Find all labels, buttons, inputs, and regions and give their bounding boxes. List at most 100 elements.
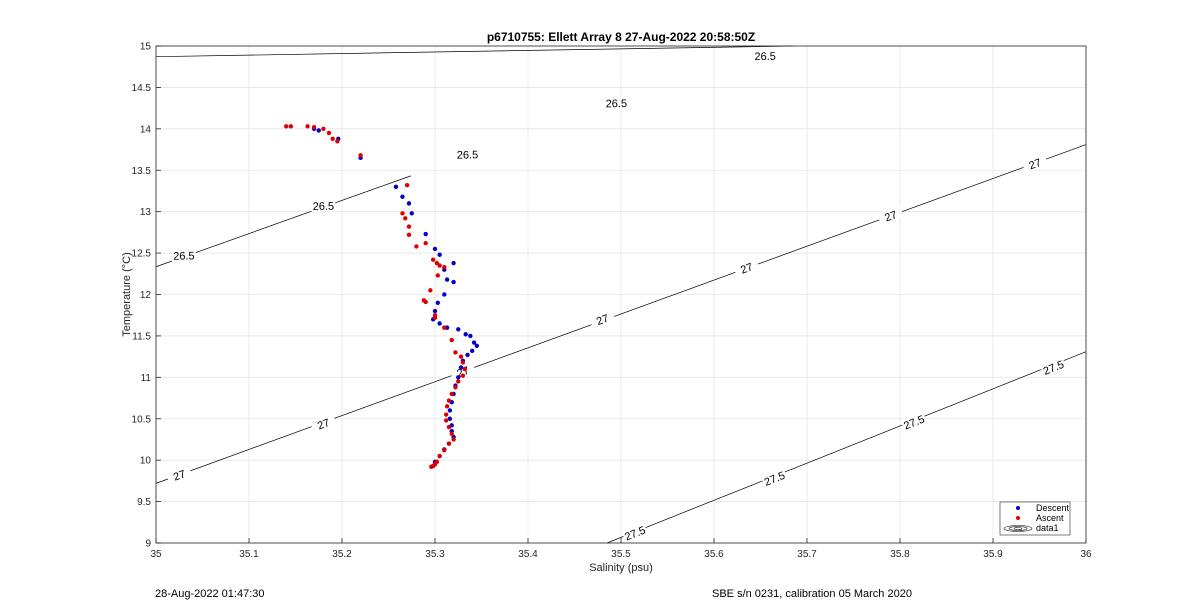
- ascent-point: [449, 337, 454, 343]
- ascent-point: [432, 315, 438, 320]
- descent-point: [447, 416, 453, 421]
- legend-descent-marker: [1016, 506, 1020, 510]
- ascent-point: [288, 124, 294, 129]
- ascent-point: [435, 273, 440, 278]
- descent-point: [423, 231, 428, 237]
- y-tick-label: 13: [140, 207, 152, 218]
- y-tick-label: 11.5: [132, 331, 151, 342]
- descent-point: [465, 352, 470, 358]
- legend: Descent Ascent data1: [999, 501, 1071, 536]
- x-tick-label: 35.1: [239, 549, 259, 560]
- y-tick-label: 14: [140, 124, 152, 135]
- contour-label-bg: [760, 467, 788, 489]
- ascent-point: [321, 126, 326, 132]
- descent-point: [437, 252, 442, 257]
- y-axis-ticks: 9 9.5 10 10.5 11 11.5 12 12.5 13 13.5 14 14.5 15: [132, 42, 161, 550]
- x-axis-ticks: 35 35.1 35.2 35.3 35.4 35.5 35.6 35.7 35.8 35.9 36: [150, 538, 1092, 560]
- ascent-point: [437, 453, 442, 459]
- contour-line-27: [155, 144, 1087, 484]
- footer-calibration: SBE s/n 0231, calibration 05 March 2020: [712, 588, 912, 600]
- ascent-point: [414, 244, 419, 249]
- descent-point: [316, 128, 321, 133]
- data-points: [284, 124, 480, 469]
- ascent-point: [406, 232, 412, 238]
- x-tick-label: 35.4: [518, 549, 538, 560]
- chart-title: p6710755: Ellett Array 8 27-Aug-2022 20:…: [487, 30, 755, 44]
- descent-point: [444, 277, 450, 282]
- contour-label-27-5: 27.5: [902, 413, 926, 432]
- x-tick-label: 35.6: [704, 549, 724, 560]
- y-tick-label: 9: [145, 539, 151, 550]
- ascent-point: [335, 139, 340, 144]
- contour-label-26-5: 26.5: [754, 51, 776, 63]
- y-tick-label: 15: [140, 42, 152, 53]
- ascent-point: [453, 350, 458, 355]
- x-tick-label: 35.9: [983, 549, 1003, 560]
- x-tick-label: 35.3: [425, 549, 445, 560]
- ascent-point: [326, 130, 332, 136]
- contour-label-27: 27: [1027, 157, 1043, 172]
- ascent-point: [446, 424, 452, 430]
- ascent-point: [446, 398, 452, 403]
- y-tick-label: 10.5: [132, 414, 152, 425]
- contour-line-26-5: [155, 45, 794, 58]
- contour-label-bg: [732, 257, 760, 278]
- ascent-point: [423, 240, 428, 246]
- ascent-point: [437, 263, 442, 268]
- legend-box: [999, 501, 1071, 536]
- y-tick-label: 14.5: [132, 83, 152, 94]
- contour-label-bg: [877, 205, 905, 226]
- contour-label-bg: [171, 248, 196, 262]
- ascent-point: [330, 136, 335, 141]
- ascent-point: [432, 462, 438, 467]
- descent-point: [406, 201, 412, 206]
- descent-point: [456, 375, 461, 380]
- contour-label-bg: [165, 464, 193, 485]
- ascent-point: [400, 211, 405, 216]
- legend-data1-label: data1: [1036, 523, 1059, 533]
- legend-ascent-marker: [1016, 516, 1020, 520]
- descent-point: [474, 343, 480, 349]
- descent-point: [470, 348, 475, 354]
- ascent-point: [446, 441, 452, 446]
- ascent-point: [428, 288, 433, 293]
- ascent-point: [443, 412, 449, 417]
- descent-point: [432, 246, 438, 252]
- x-tick-label: 35.7: [797, 549, 817, 560]
- x-tick-label: 35.2: [332, 549, 352, 560]
- ascent-point: [430, 257, 436, 262]
- descent-point: [437, 321, 442, 326]
- x-tick-label: 35.8: [890, 549, 910, 560]
- ascent-point: [403, 216, 408, 221]
- contour-label-26-5: 26.5: [457, 149, 479, 161]
- y-tick-label: 12: [140, 290, 152, 301]
- contour-label-27-5: 27.5: [763, 470, 787, 489]
- ascent-point: [460, 373, 466, 378]
- ascent-point: [404, 182, 410, 188]
- ascent-point: [442, 448, 447, 453]
- descent-point: [400, 194, 405, 199]
- descent-point: [451, 260, 456, 266]
- contour-label-27: 27: [172, 468, 188, 483]
- descent-point: [451, 279, 456, 285]
- ascent-point: [305, 124, 310, 129]
- x-tick-label: 36: [1080, 549, 1092, 560]
- ascent-point: [453, 385, 458, 390]
- ascent-point: [442, 264, 447, 270]
- contour-label-27-5: 27.5: [623, 524, 647, 543]
- contour-label-bg: [1039, 356, 1067, 378]
- ascent-point: [442, 325, 447, 330]
- legend-descent-label: Descent: [1036, 503, 1070, 513]
- ascent-point: [449, 431, 454, 436]
- y-tick-label: 13.5: [132, 166, 152, 177]
- y-axis-label: Temperature (°C): [121, 252, 133, 336]
- contour-label-bg: [449, 360, 477, 382]
- contour-label-bg: [1021, 152, 1049, 174]
- descent-point: [456, 327, 461, 332]
- footer-timestamp: 28-Aug-2022 01:47:30: [155, 588, 265, 600]
- ascent-point: [406, 224, 412, 229]
- ascent-point: [444, 404, 450, 409]
- contour-label-26-5: 26.5: [313, 201, 335, 213]
- contour-line-27-5: [606, 351, 1087, 544]
